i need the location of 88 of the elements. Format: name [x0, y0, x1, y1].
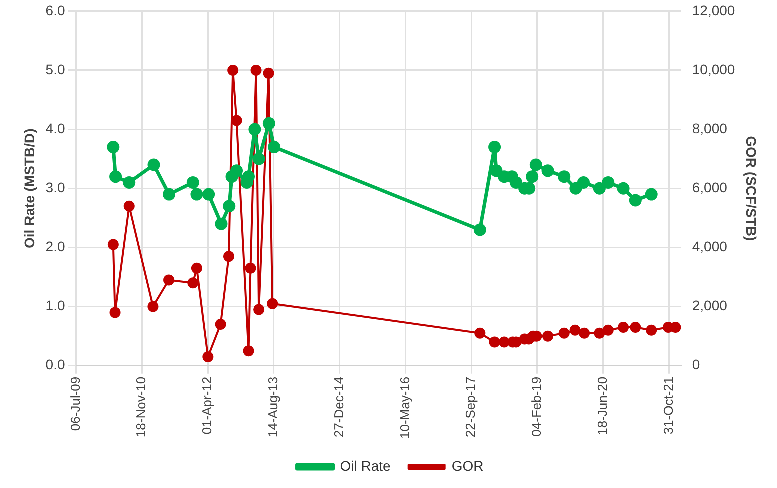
point [110, 307, 121, 318]
point [474, 328, 486, 339]
x-tick-label: 06-Jul-09 [68, 376, 83, 432]
point [202, 188, 216, 201]
point [593, 182, 606, 195]
y2-tick-label: 2,000 [692, 298, 728, 314]
legend-label: Oil Rate [340, 458, 392, 474]
point [645, 188, 658, 201]
point [148, 301, 159, 312]
y2-tick-label: 0 [692, 356, 700, 373]
point [570, 182, 582, 195]
y-tick-label: 3.0 [46, 179, 66, 196]
point [577, 176, 590, 189]
point [188, 278, 199, 289]
point [498, 336, 510, 348]
point [228, 64, 239, 76]
point [542, 164, 554, 178]
point [489, 336, 500, 348]
x-tick-label: 04-Feb-19 [529, 376, 544, 437]
y2-axis-title: GOR (SCF/STB) [744, 136, 760, 242]
point [186, 176, 200, 189]
point [530, 158, 542, 172]
y-tick-label: 2.0 [46, 238, 66, 255]
point [110, 170, 122, 184]
point [248, 123, 262, 136]
point [526, 170, 539, 184]
point [474, 224, 486, 236]
y2-tick-label: 8,000 [692, 120, 728, 136]
point [215, 218, 228, 230]
point [108, 239, 119, 250]
point [223, 251, 234, 262]
x-tick-label: 01-Apr-12 [200, 376, 215, 435]
point [202, 352, 214, 362]
y-tick-label: 5.0 [46, 61, 66, 78]
x-tick-label: 31-Oct-21 [660, 376, 676, 435]
y-tick-label: 0.0 [46, 356, 66, 373]
point [617, 182, 630, 195]
point [124, 200, 135, 212]
point [646, 324, 658, 336]
y2-tick-label: 4,000 [692, 238, 728, 255]
point [148, 158, 160, 172]
point [618, 322, 630, 333]
point [191, 262, 202, 274]
point [542, 330, 554, 342]
point [243, 346, 254, 357]
point [163, 188, 176, 201]
y-tick-label: 4.0 [46, 120, 66, 136]
x-tick-label: 10-May-16 [397, 376, 412, 440]
point [262, 117, 276, 130]
y2-tick-label: 10,000 [692, 61, 736, 78]
point [629, 194, 642, 207]
point [602, 324, 614, 336]
point [190, 188, 204, 201]
legend-label: GOR [452, 458, 484, 474]
point [510, 176, 523, 189]
point [215, 319, 226, 330]
x-tick-label: 18-Jun-20 [594, 376, 610, 436]
point [570, 324, 581, 336]
point [630, 322, 642, 333]
y-tick-label: 6.0 [46, 2, 66, 18]
point [250, 64, 262, 76]
point [558, 328, 570, 339]
point [579, 328, 590, 339]
point [245, 262, 256, 274]
point [263, 68, 274, 79]
point [231, 115, 242, 126]
x-tick-label: 18-Nov-10 [134, 376, 149, 438]
point [123, 176, 136, 189]
point [267, 298, 278, 310]
y-axis-title: Oil Rate (MSTB/D) [21, 128, 38, 249]
point [490, 164, 503, 178]
point [602, 176, 615, 189]
x-tick-label: 14-Aug-13 [266, 376, 281, 438]
y2-tick-label: 12,000 [692, 2, 736, 18]
point [488, 141, 502, 154]
y-tick-label: 1.0 [46, 298, 66, 314]
point [268, 141, 281, 154]
point [594, 328, 606, 339]
x-tick-label: 27-Dec-14 [331, 376, 346, 438]
point [558, 170, 571, 184]
point [230, 164, 244, 178]
point [164, 274, 175, 286]
x-tick-label: 22-Sep-17 [463, 376, 478, 438]
point [107, 141, 120, 154]
point [252, 152, 266, 166]
point [254, 304, 265, 316]
y2-tick-label: 6,000 [692, 179, 728, 196]
point [223, 200, 236, 213]
